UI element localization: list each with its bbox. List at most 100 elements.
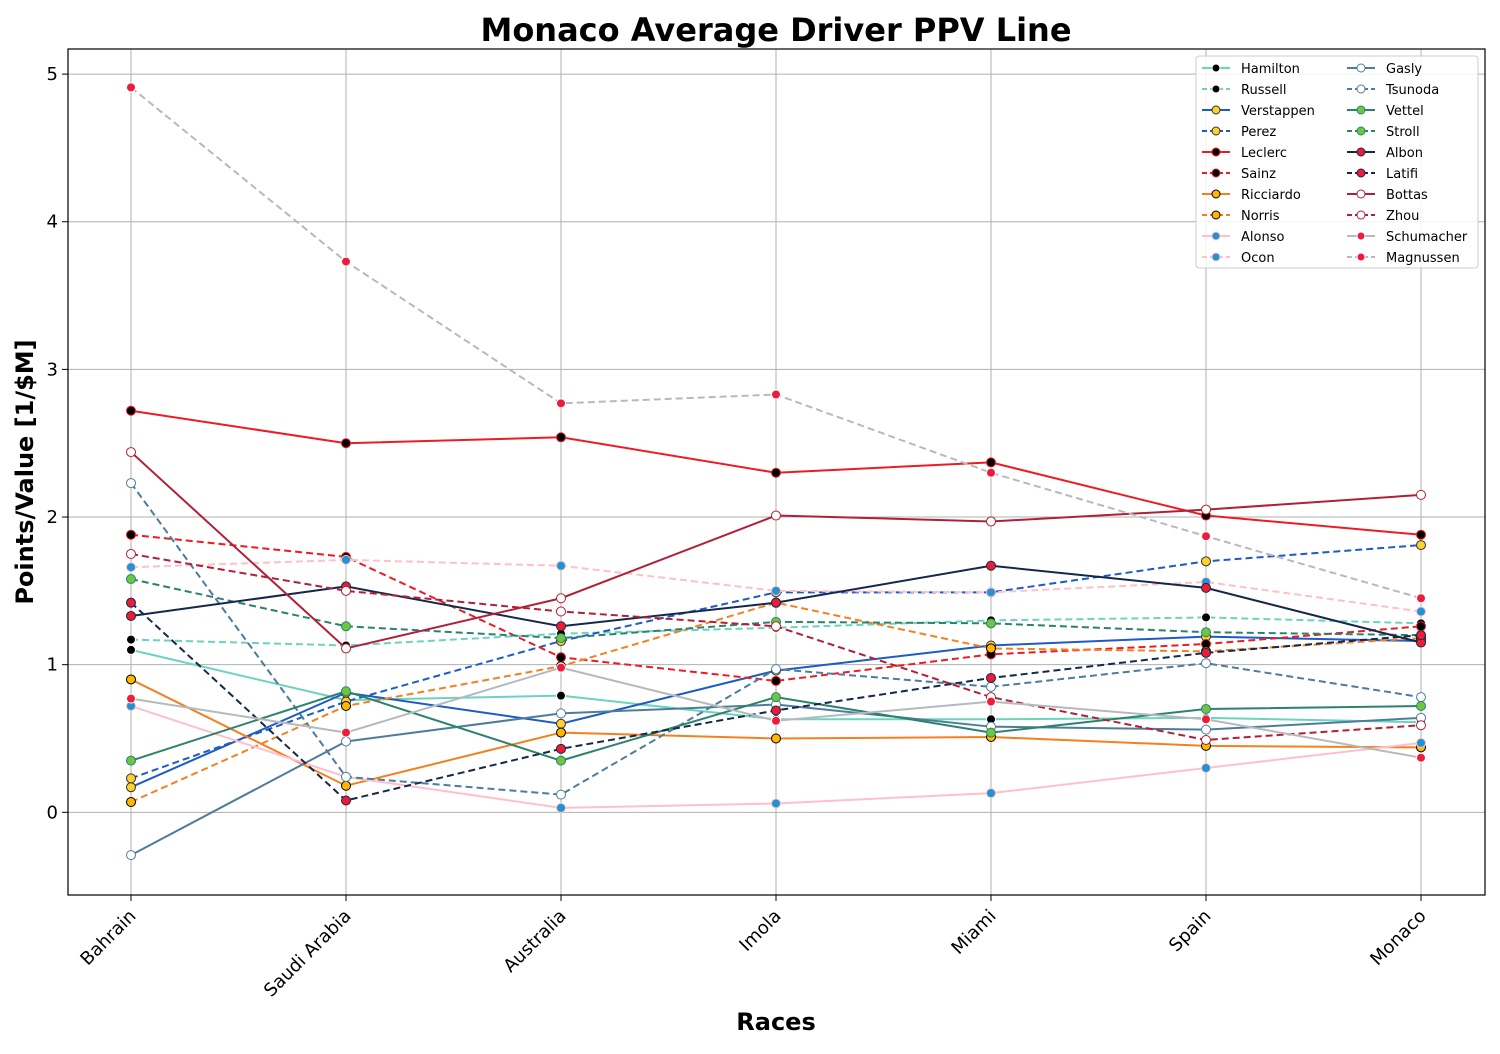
data-point [556, 690, 566, 701]
data-point [341, 795, 351, 806]
data-point [1201, 734, 1211, 745]
legend-marker [1356, 252, 1366, 262]
data-point [126, 405, 136, 416]
data-point [771, 692, 781, 703]
data-point [126, 548, 136, 559]
y-tick-label: 5 [47, 64, 58, 85]
data-point [126, 82, 136, 93]
series-latifi [126, 597, 1426, 806]
x-tick-label: Monaco [1366, 906, 1430, 970]
legend-label: Zhou [1386, 209, 1419, 224]
data-point [1416, 606, 1426, 617]
series-gasly [126, 699, 1426, 861]
data-point [341, 621, 351, 632]
legend-item: Leclerc [1202, 146, 1287, 161]
legend-label: Ricciardo [1241, 188, 1301, 203]
legend-item: Gasly [1347, 62, 1422, 77]
data-point [986, 672, 996, 683]
legend-label: Hamilton [1241, 62, 1300, 77]
data-point [556, 398, 566, 409]
data-point [986, 457, 996, 468]
data-point [556, 652, 566, 663]
data-point [556, 432, 566, 443]
data-point [771, 621, 781, 632]
legend-marker [1211, 105, 1221, 115]
data-point [126, 693, 136, 704]
data-point [986, 696, 996, 707]
x-tick-label: Spain [1165, 906, 1215, 956]
data-point [986, 467, 996, 478]
data-point [556, 802, 566, 813]
series-magnussen [126, 82, 1426, 604]
legend-label: Norris [1241, 209, 1280, 224]
data-point [771, 675, 781, 686]
legend-marker [1356, 147, 1366, 157]
data-point [1201, 658, 1211, 669]
data-point [341, 643, 351, 654]
data-point [986, 681, 996, 692]
data-point [1201, 627, 1211, 638]
legend-item: Stroll [1347, 125, 1420, 140]
legend-item: Ocon [1202, 251, 1275, 266]
legend-label: Sainz [1241, 167, 1276, 182]
data-point [1201, 714, 1211, 725]
data-point [1201, 531, 1211, 542]
data-point [126, 447, 136, 458]
legend-item: Zhou [1347, 209, 1419, 224]
data-point [341, 727, 351, 738]
data-point [1416, 720, 1426, 731]
data-point [1201, 612, 1211, 623]
y-tick-label: 4 [47, 212, 58, 233]
data-point [986, 788, 996, 799]
data-point [126, 610, 136, 621]
legend-label: Leclerc [1241, 146, 1287, 161]
data-point [1201, 724, 1211, 735]
series-layer [126, 82, 1426, 861]
legend-label: Tsunoda [1385, 83, 1439, 98]
data-point [771, 597, 781, 608]
data-point [556, 708, 566, 719]
x-tick-label: Saudi Arabia [260, 906, 356, 1002]
data-point [771, 733, 781, 744]
legend-label: Schumacher [1386, 230, 1468, 245]
data-point [986, 516, 996, 527]
legend-label: Ocon [1241, 251, 1275, 266]
legend-item: Latifi [1347, 167, 1418, 182]
legend-label: Latifi [1386, 167, 1418, 182]
data-point [126, 562, 136, 573]
legend-box [1195, 55, 1479, 269]
data-point [341, 585, 351, 596]
series-leclerc [126, 405, 1426, 540]
data-point [986, 560, 996, 571]
legend-marker [1211, 168, 1221, 178]
data-point [771, 715, 781, 726]
data-point [771, 510, 781, 521]
x-tick-label: Bahrain [76, 906, 140, 970]
data-point [126, 773, 136, 784]
x-tick-label: Australia [499, 906, 570, 977]
data-point [126, 782, 136, 793]
legend-item: Bottas [1347, 188, 1428, 203]
legend-marker [1356, 63, 1366, 73]
data-point [1416, 737, 1426, 748]
data-point [986, 727, 996, 738]
legend-item: Schumacher [1347, 230, 1468, 245]
legend-marker [1211, 126, 1221, 136]
legend-marker [1211, 84, 1221, 94]
legend-item: Vettel [1347, 104, 1424, 119]
legend-item: Russell [1202, 83, 1286, 98]
legend-marker [1211, 210, 1221, 220]
data-point [556, 633, 566, 644]
data-point [341, 780, 351, 791]
data-point [126, 478, 136, 489]
series-schumacher [126, 662, 1426, 763]
x-tick-label: Miami [947, 906, 1000, 959]
legend-label: Stroll [1386, 125, 1420, 140]
legend-item: Ricciardo [1202, 188, 1301, 203]
data-point [556, 593, 566, 604]
chart-title: Monaco Average Driver PPV Line [480, 11, 1071, 49]
data-point [341, 686, 351, 697]
data-point [986, 587, 996, 598]
